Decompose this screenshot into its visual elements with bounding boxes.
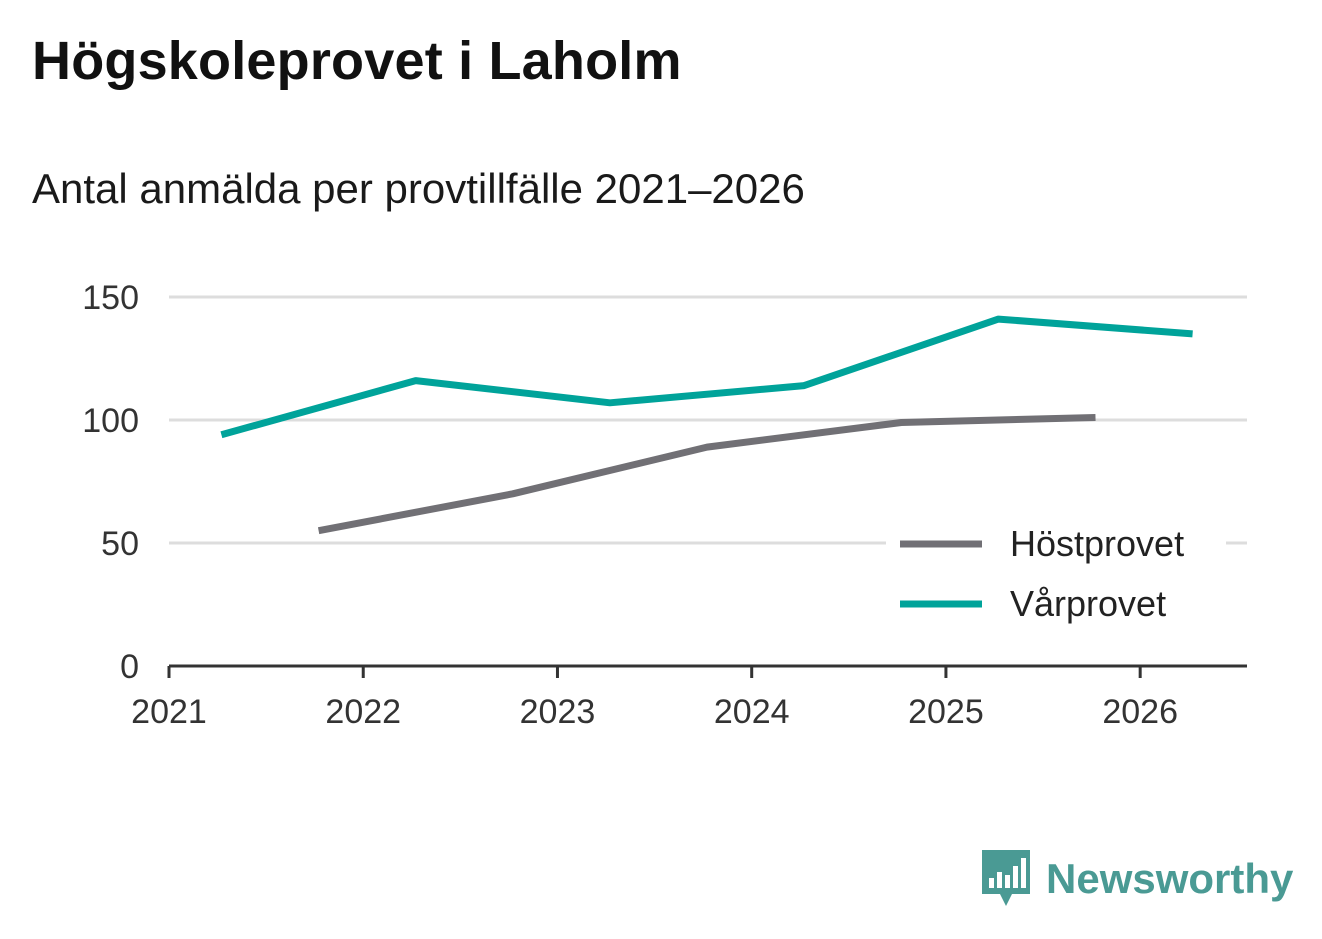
newsworthy-logo-icon — [982, 850, 1030, 906]
x-axis: 2021 2022 2023 2024 2025 2026 — [131, 664, 1247, 731]
x-tick-label: 2023 — [520, 693, 596, 731]
chart-subtitle: Antal anmälda per provtillfälle 2021–202… — [32, 165, 805, 212]
brand: Newsworthy — [980, 848, 1293, 910]
chart-legend: Höstprovet Vårprovet — [886, 512, 1226, 634]
y-tick-label: 150 — [82, 279, 139, 317]
y-tick-label: 100 — [82, 402, 139, 440]
legend-label: Höstprovet — [1010, 523, 1184, 564]
chart-title: Högskoleprovet i Laholm — [32, 31, 682, 91]
chart-series — [220, 315, 1193, 535]
y-axis-ticks: 0 50 100 150 — [82, 279, 139, 686]
legend-label: Vårprovet — [1010, 583, 1166, 624]
x-tick-label: 2021 — [131, 693, 207, 731]
brand-name: Newsworthy — [1046, 855, 1294, 902]
series-line-höstprovet — [317, 414, 1096, 535]
x-tick-label: 2024 — [714, 693, 790, 731]
series-line-vårprovet — [220, 315, 1193, 439]
y-tick-label: 0 — [120, 648, 139, 686]
x-tick-label: 2022 — [325, 693, 401, 731]
x-tick-label: 2025 — [908, 693, 984, 731]
y-tick-label: 50 — [101, 525, 139, 563]
x-tick-label: 2026 — [1102, 693, 1178, 731]
legend-background — [886, 512, 1226, 634]
